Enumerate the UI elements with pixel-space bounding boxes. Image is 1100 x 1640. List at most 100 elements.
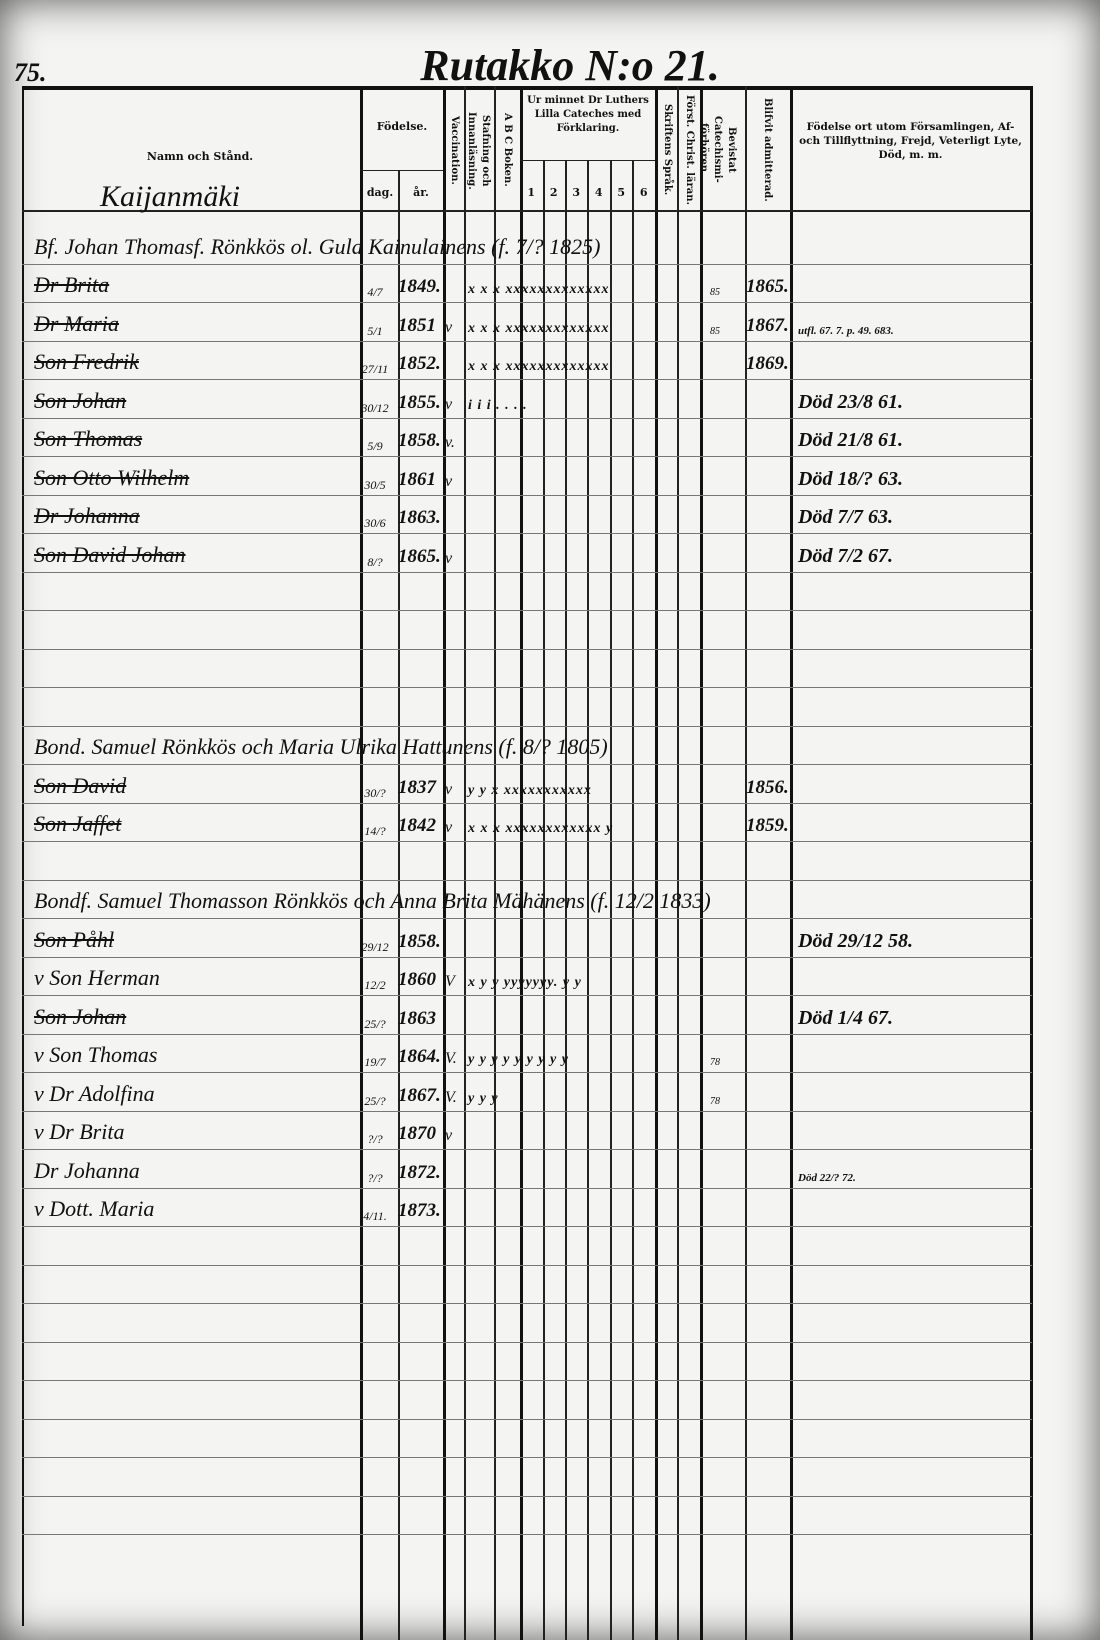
birth-year: 1849.: [398, 276, 441, 297]
birth-day-month: 25/?: [364, 1016, 386, 1031]
birth-day-month: 30/12: [361, 400, 389, 415]
vaccination-mark: V.: [445, 1088, 457, 1106]
person-name: v Dr Adolfina: [34, 1080, 155, 1106]
birth-year: 1852.: [398, 353, 441, 374]
table-row: [22, 1227, 1032, 1266]
remark: utfl. 67. 7. p. 49. 683.: [798, 324, 894, 337]
vaccination-mark: v: [445, 549, 453, 567]
person-name: Dr Maria: [34, 310, 119, 336]
household-header-row: Bf. Johan Thomasf. Rönkkös ol. Gula Kain…: [22, 226, 1032, 265]
remark: Död 7/7 63.: [798, 506, 893, 528]
birth-year: 1865.: [398, 545, 441, 567]
knowledge-marks: x x x xxxxxxxxxxxx y: [468, 821, 614, 836]
household-header-row: Bondf. Samuel Thomasson Rönkkös och Anna…: [22, 881, 1032, 919]
column-divider: [790, 86, 793, 1640]
page-title: Rutakko N:o 21.: [420, 41, 720, 90]
birth-year: 1860: [398, 969, 436, 990]
header-bottom-line: [22, 210, 1032, 212]
column-divider: [443, 86, 446, 1640]
cat-col-6: 6: [639, 186, 648, 199]
table-row: Son Johan 30/12 1855. v i i i . . . . Död 23/…: [22, 380, 1032, 419]
remark: Död 22/? 72.: [798, 1171, 856, 1184]
birth-day-month: 27/11: [361, 362, 389, 376]
column-divider: [398, 170, 400, 1640]
vaccination-mark: v: [445, 472, 453, 490]
table-row: v Dott. Maria 4/11. 1873.: [22, 1189, 1032, 1227]
remark: Död 29/12 58.: [798, 929, 913, 952]
column-divider: [520, 86, 523, 1640]
knowledge-marks: x x x xxxxxxxxxxxxx: [468, 282, 610, 297]
header-catechism: Ur minnet Dr Luthers Lilla Cateches med …: [527, 95, 649, 134]
birth-year: 1863.: [398, 507, 441, 528]
table-row: Son David 30/? 1837 v y y x xxxxxxxxxxx 1856.: [22, 765, 1032, 804]
table-row: v Dr Adolfina 25/? 1867. V. y y y 78: [22, 1073, 1032, 1112]
vaccination-mark: V.: [445, 1050, 457, 1067]
table-row: Dr Maria 5/1 1851 v x x x xxxxxxxxxxxxx 85 186…: [22, 303, 1032, 342]
person-name: Son Påhl: [34, 926, 115, 952]
knowledge-marks: i i i . . . .: [468, 397, 528, 413]
table-row: v Son Thomas 19/7 1864. V. y y y y y y y y y…: [22, 1035, 1032, 1073]
header-proof: Bevistat Catechismi-förhören.: [698, 116, 737, 183]
table-row: Son Otto Wilhelm 30/5 1861 v Död 18/? 63.: [22, 457, 1032, 496]
table-row: [22, 1381, 1032, 1420]
birth-day-month: 5/1: [367, 323, 383, 338]
remark: Död 18/? 63.: [798, 467, 903, 490]
column-divider: [745, 86, 747, 1640]
person-name: v Dott. Maria: [34, 1196, 155, 1221]
birth-day-month: ?/?: [367, 1170, 383, 1185]
register-rows: Bf. Johan Thomasf. Rönkkös ol. Gula Kain…: [22, 226, 1032, 1535]
person-name: Son David Johan: [34, 541, 186, 567]
birth-year: 1870: [398, 1123, 436, 1144]
admitted-year: 1856.: [746, 776, 789, 798]
birth-year: 1864.: [398, 1046, 441, 1067]
column-divider: [1030, 86, 1033, 1640]
column-divider: [565, 160, 567, 1640]
birth-day-month: 4/11.: [363, 1209, 387, 1223]
household-head: Bondf. Samuel Thomasson Rönkkös och Anna…: [34, 888, 711, 913]
remark: Död 1/4 67.: [798, 1006, 893, 1029]
column-divider: [494, 86, 496, 1640]
person-name: Son Johan: [34, 387, 127, 413]
birth-year: 1842: [398, 815, 436, 836]
birth-year: 1873.: [398, 1200, 441, 1221]
catechism-exam-mark: 78: [710, 1095, 720, 1107]
table-row: Son David Johan 8/? 1865. v Död 7/2 67.: [22, 534, 1032, 573]
table-row: v Dr Brita ?/? 1870 v: [22, 1112, 1032, 1150]
knowledge-marks: x x x xxxxxxxxxxxxx: [468, 359, 610, 374]
person-name: Dr Johanna: [34, 1157, 140, 1183]
cat-col-5: 5: [617, 186, 626, 199]
table-row: Dr Brita 4/7 1849. x x x xxxxxxxxxxxxx 85 186…: [22, 265, 1032, 303]
vaccination-mark: v.: [445, 434, 455, 451]
birth-day-month: 30/5: [364, 477, 386, 492]
catechism-exam-mark: 78: [710, 1057, 720, 1068]
knowledge-marks: x y y yyyyyyy. y y: [468, 975, 582, 990]
header-divider: [360, 170, 443, 171]
person-name: Son Jaffet: [34, 811, 122, 836]
knowledge-marks: y y y y y y y y y: [468, 1052, 569, 1067]
column-divider: [360, 86, 363, 1640]
table-row: [22, 1458, 1032, 1497]
header-year: år.: [413, 186, 429, 199]
header-scripture: Skriftens Språk.: [662, 103, 673, 196]
person-name: Dr Johanna: [34, 503, 140, 528]
table-row: [22, 650, 1032, 688]
table-row: Son Johan 25/? 1863 Död 1/4 67.: [22, 996, 1032, 1035]
village-name: Kaijanmäki: [100, 180, 240, 213]
page-number: 75.: [14, 58, 47, 87]
vaccination-mark: v: [445, 395, 453, 413]
birth-day-month: 29/12: [361, 939, 389, 954]
birth-day-month: 19/7: [364, 1055, 386, 1069]
birth-day-month: ?/?: [367, 1132, 383, 1146]
header-vaccination: Vaccination.: [449, 115, 460, 185]
table-row: Son Påhl 29/12 1858. Död 29/12 58.: [22, 919, 1032, 958]
table-row: [22, 842, 1032, 881]
cat-col-1: 1: [527, 186, 536, 199]
header-reading: Stafning och Innanläsning.: [466, 112, 491, 190]
remark: Död 21/8 61.: [798, 429, 903, 451]
column-divider: [677, 86, 679, 1640]
person-name: Son Fredrik: [34, 349, 139, 374]
vaccination-mark: v: [445, 1127, 453, 1144]
birth-year: 1858.: [398, 430, 441, 451]
header-birth: Födelse.: [376, 120, 428, 133]
